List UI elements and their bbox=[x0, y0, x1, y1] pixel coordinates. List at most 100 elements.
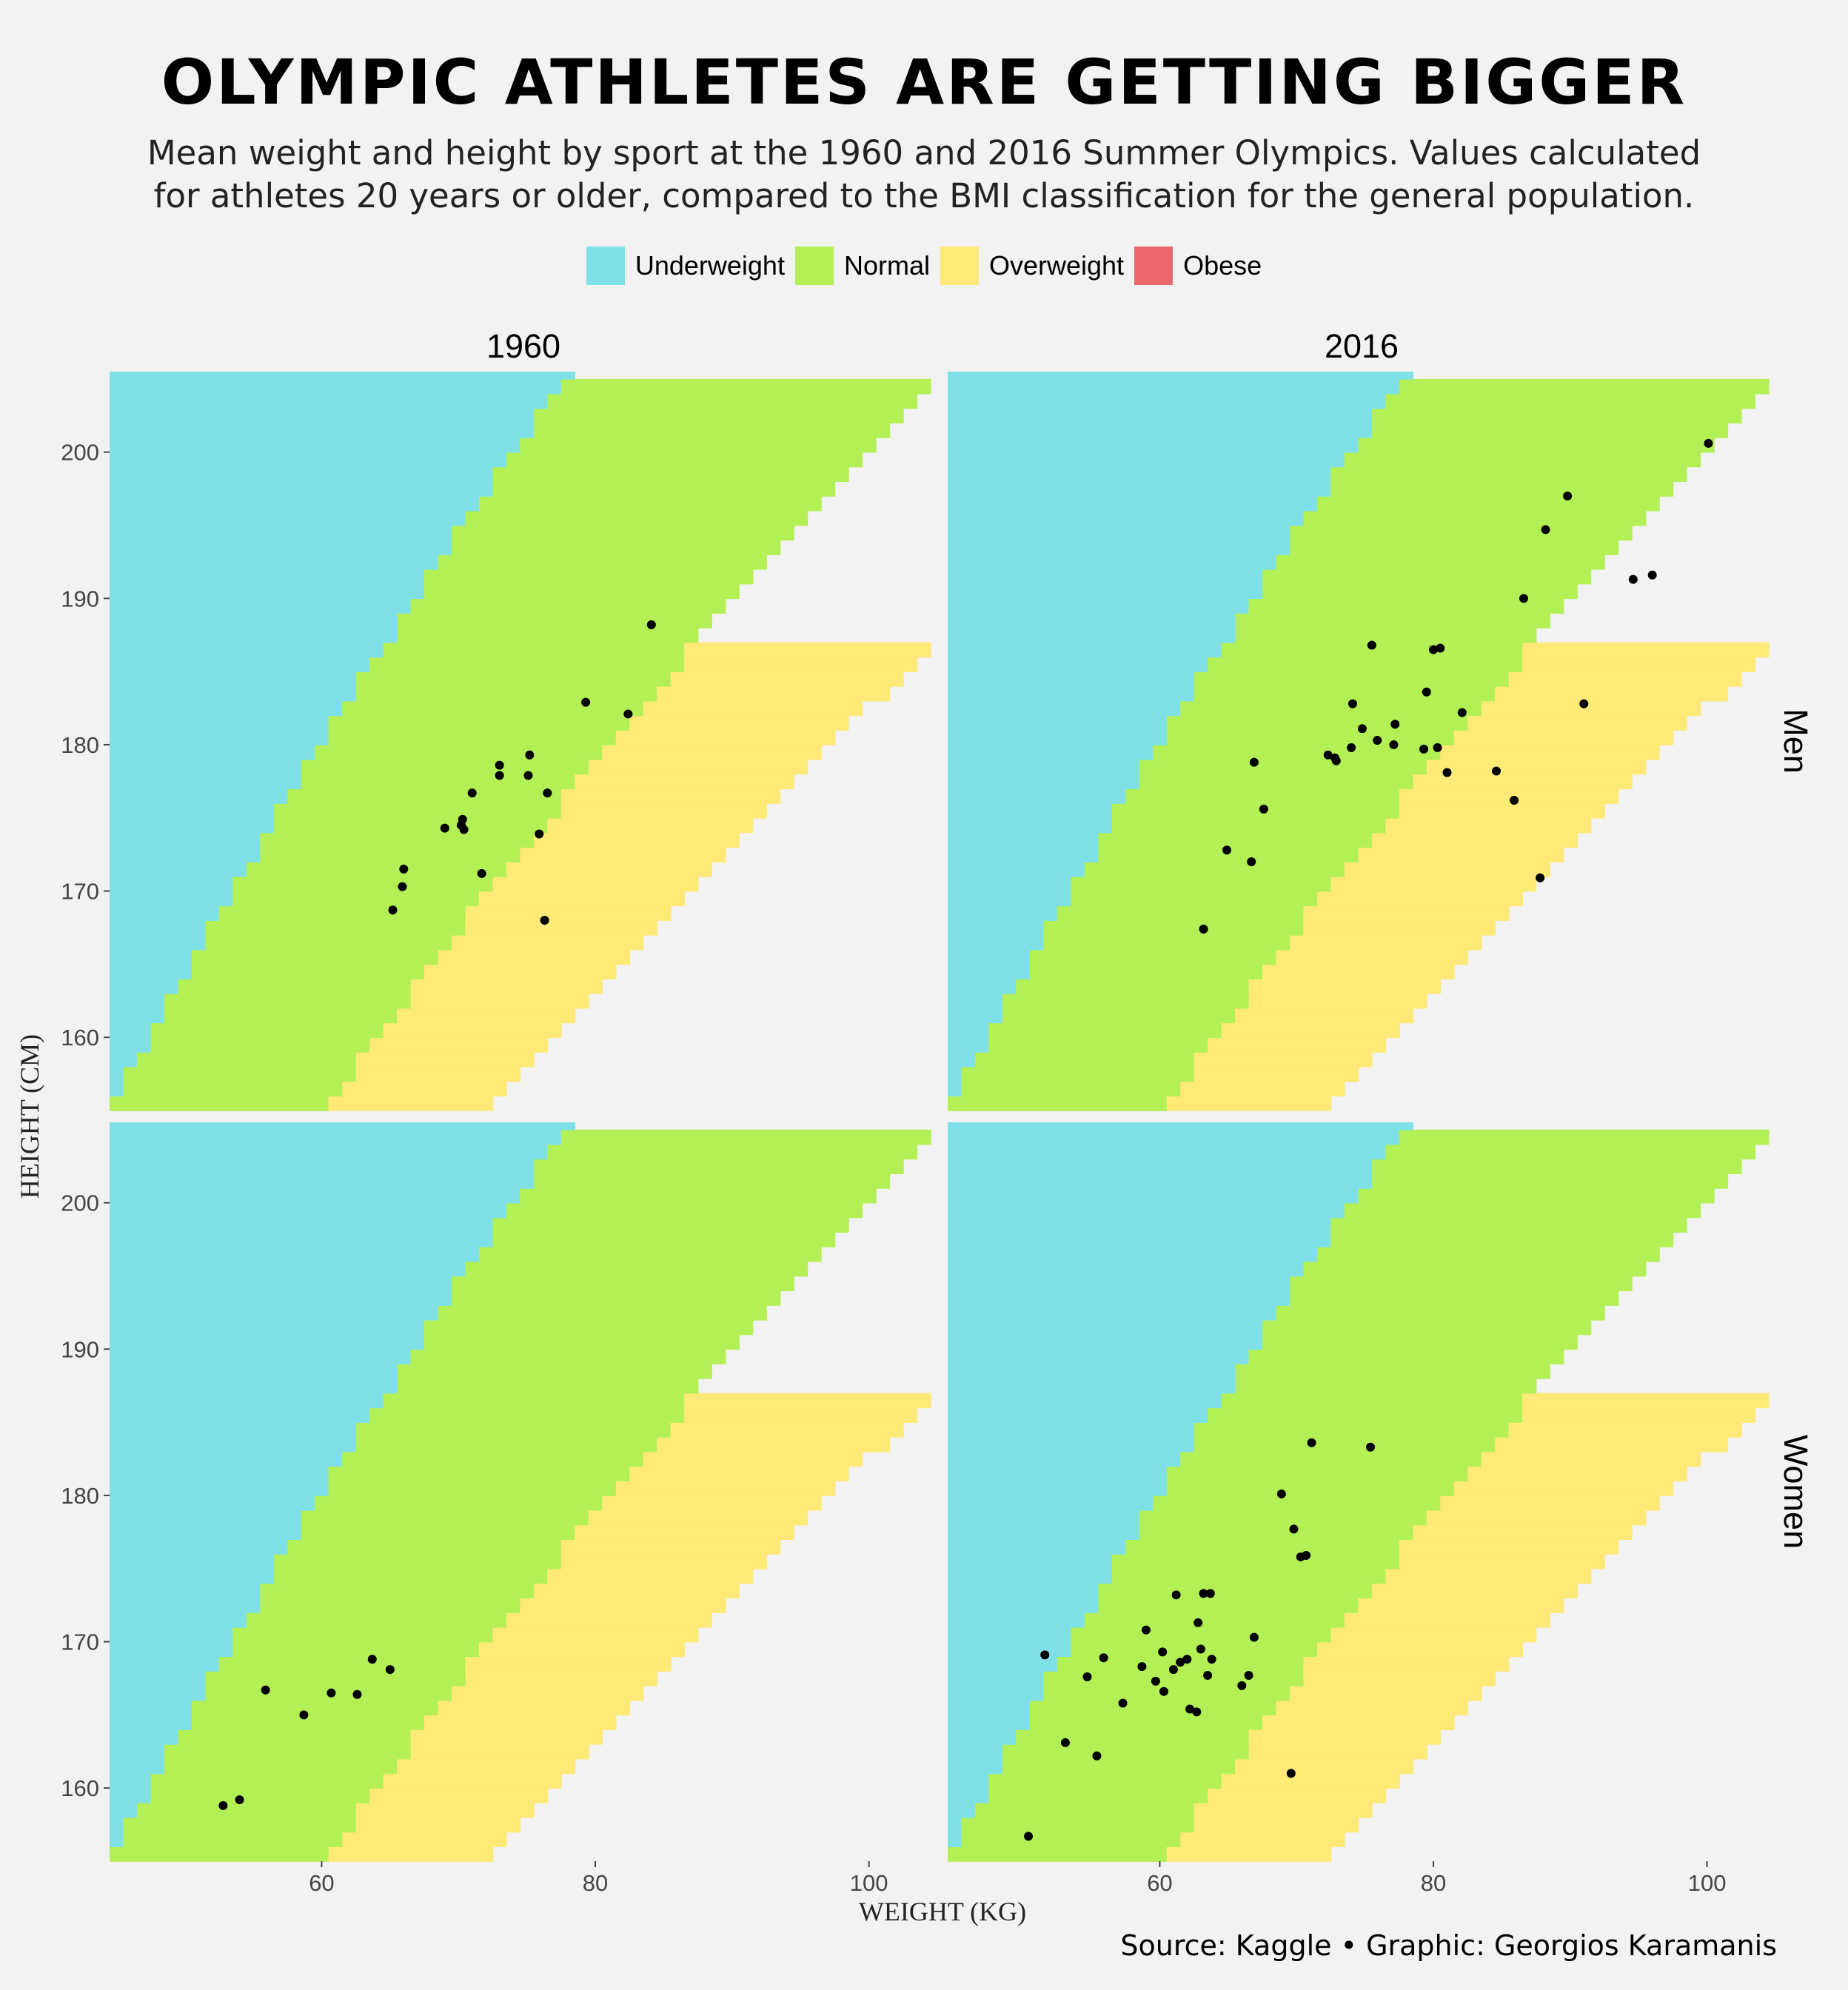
data-point bbox=[1159, 1686, 1168, 1696]
bmi-cell bbox=[1166, 1096, 1332, 1111]
bmi-cell bbox=[478, 1641, 685, 1658]
bmi-cell bbox=[1289, 1290, 1619, 1306]
bmi-cell bbox=[110, 1096, 329, 1111]
x-tick-label: 60 bbox=[1147, 1870, 1172, 1896]
data-point bbox=[540, 916, 549, 925]
bmi-cell bbox=[1385, 1568, 1592, 1584]
bmi-cell bbox=[465, 905, 672, 921]
bmi-cell bbox=[110, 613, 398, 629]
data-point bbox=[1185, 1704, 1195, 1714]
y-tick-label: 170 bbox=[61, 1629, 99, 1655]
bmi-cell bbox=[948, 1626, 1072, 1643]
x-tick-label: 100 bbox=[1688, 1870, 1727, 1896]
bmi-cell bbox=[560, 788, 781, 804]
data-point bbox=[1457, 708, 1467, 717]
bmi-cell bbox=[492, 481, 836, 497]
bmi-cell bbox=[1235, 1758, 1414, 1775]
bmi-cell bbox=[948, 657, 1208, 672]
bmi-cell bbox=[948, 1495, 1154, 1511]
data-point bbox=[367, 1655, 377, 1664]
data-point bbox=[1259, 804, 1268, 814]
bmi-cell bbox=[1289, 525, 1633, 541]
legend: Underweight Normal Overweight Obese bbox=[0, 247, 1848, 285]
bmi-cell bbox=[397, 627, 699, 643]
bmi-cell bbox=[948, 1598, 1099, 1613]
bmi-cell bbox=[643, 1451, 863, 1467]
bmi-cell bbox=[1194, 1422, 1510, 1438]
bmi-cell bbox=[1248, 979, 1442, 994]
bmi-cell bbox=[328, 1466, 631, 1481]
bmi-cell bbox=[948, 715, 1168, 731]
bmi-cell bbox=[110, 1715, 192, 1730]
bmi-cell bbox=[355, 671, 672, 687]
bmi-cell bbox=[684, 1407, 918, 1423]
data-point bbox=[1323, 750, 1333, 760]
bmi-cell bbox=[948, 642, 1222, 658]
bmi-cell bbox=[110, 372, 576, 380]
bmi-cell bbox=[287, 1539, 562, 1555]
bmi-cell bbox=[110, 423, 535, 438]
bmi-cell bbox=[1399, 1129, 1770, 1145]
bmi-cell bbox=[465, 1656, 672, 1672]
bmi-cell bbox=[110, 1802, 138, 1818]
data-point bbox=[399, 864, 409, 874]
bmi-cell bbox=[110, 774, 302, 790]
bmi-cell bbox=[110, 1539, 289, 1555]
bmi-cell bbox=[110, 657, 370, 672]
bmi-cell bbox=[232, 1626, 494, 1643]
bmi-cell bbox=[273, 803, 562, 819]
bmi-cell bbox=[328, 1481, 617, 1496]
bmi-cell bbox=[948, 979, 1017, 994]
bmi-cell bbox=[533, 423, 891, 438]
bmi-cell bbox=[369, 1037, 549, 1053]
bmi-cell bbox=[547, 1568, 754, 1584]
bmi-cell bbox=[110, 979, 179, 994]
bmi-cell bbox=[1262, 1334, 1578, 1350]
data-point bbox=[1563, 491, 1573, 500]
data-point bbox=[1628, 574, 1638, 584]
bmi-cell bbox=[424, 1319, 754, 1336]
bmi-cell bbox=[1316, 1246, 1660, 1262]
bmi-cell bbox=[1303, 905, 1510, 921]
bmi-cell bbox=[465, 920, 657, 936]
bmi-cell bbox=[218, 1656, 466, 1672]
bmi-cell bbox=[948, 466, 1332, 483]
bmi-cell bbox=[110, 495, 480, 512]
bmi-cell bbox=[110, 730, 329, 746]
bmi-cell bbox=[110, 1656, 220, 1672]
bmi-cell bbox=[1098, 847, 1359, 862]
bmi-cell bbox=[110, 481, 494, 497]
bmi-cell bbox=[961, 1081, 1181, 1097]
bmi-cell bbox=[410, 1743, 589, 1760]
bmi-cell bbox=[424, 1334, 740, 1350]
bmi-cell bbox=[1098, 832, 1373, 848]
bmi-cell bbox=[1262, 583, 1578, 600]
bmi-cell bbox=[205, 1671, 466, 1686]
bmi-cell bbox=[1344, 1202, 1701, 1219]
data-point bbox=[525, 750, 535, 760]
data-point bbox=[535, 829, 544, 839]
data-point bbox=[1137, 1662, 1147, 1672]
bmi-cell bbox=[1166, 1846, 1332, 1862]
bmi-cell bbox=[1276, 949, 1469, 965]
bmi-cell bbox=[110, 1305, 439, 1321]
data-point bbox=[1082, 1672, 1092, 1681]
data-point bbox=[1579, 699, 1589, 708]
bmi-cell bbox=[1125, 1539, 1400, 1555]
bmi-cell bbox=[150, 1037, 370, 1053]
bmi-cell bbox=[273, 1553, 562, 1569]
bmi-cell bbox=[1316, 495, 1660, 512]
bmi-cell bbox=[110, 1598, 261, 1613]
bmi-cell bbox=[424, 964, 617, 979]
bmi-cell bbox=[948, 1144, 1387, 1160]
bmi-cell bbox=[150, 1022, 384, 1038]
bmi-cell bbox=[948, 1364, 1236, 1379]
bmi-cell bbox=[397, 1758, 576, 1775]
bmi-cell bbox=[948, 1159, 1373, 1174]
data-point bbox=[398, 882, 407, 891]
bmi-cell bbox=[1413, 1524, 1633, 1541]
data-point bbox=[1141, 1625, 1151, 1635]
legend-label-underweight: Underweight bbox=[635, 250, 785, 281]
bmi-cell bbox=[1330, 876, 1537, 892]
data-point bbox=[1390, 720, 1400, 729]
